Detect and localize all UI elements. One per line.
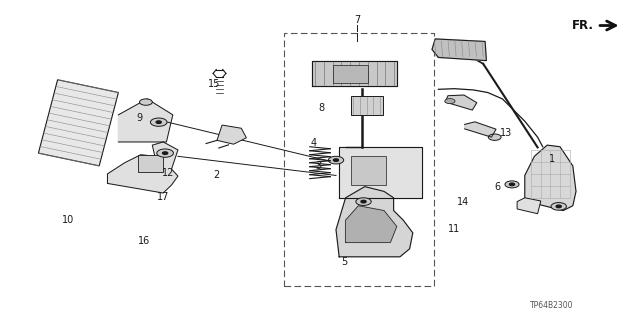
Circle shape [556, 205, 561, 208]
Polygon shape [217, 125, 246, 144]
Text: 17: 17 [157, 192, 170, 202]
Text: FR.: FR. [572, 19, 594, 32]
Polygon shape [465, 122, 496, 137]
Text: 5: 5 [341, 256, 348, 267]
Circle shape [157, 149, 173, 157]
Circle shape [445, 99, 455, 104]
Text: 4: 4 [310, 138, 317, 148]
Text: 15: 15 [208, 78, 221, 89]
Text: 2: 2 [213, 170, 220, 180]
Circle shape [150, 118, 167, 126]
Bar [351, 156, 386, 185]
Bar [333, 65, 368, 83]
Circle shape [361, 200, 366, 203]
Circle shape [333, 159, 339, 161]
Circle shape [509, 183, 515, 186]
Text: 10: 10 [62, 215, 75, 225]
Bar [284, 33, 434, 286]
Polygon shape [346, 206, 397, 242]
Polygon shape [118, 99, 173, 142]
Text: 11: 11 [448, 224, 461, 234]
Bar [138, 155, 163, 172]
Polygon shape [445, 95, 477, 110]
Text: 8: 8 [318, 102, 324, 113]
Text: TP64B2300: TP64B2300 [530, 301, 573, 310]
Polygon shape [108, 142, 178, 193]
Circle shape [488, 134, 501, 140]
Circle shape [328, 156, 344, 164]
Polygon shape [525, 145, 576, 211]
Circle shape [140, 99, 152, 105]
Text: 7: 7 [354, 15, 360, 25]
Polygon shape [38, 80, 118, 166]
Text: 6: 6 [495, 182, 501, 192]
Circle shape [163, 152, 168, 154]
Circle shape [505, 181, 519, 188]
Text: 13: 13 [499, 128, 512, 138]
Text: 1: 1 [548, 153, 555, 164]
Text: 16: 16 [138, 236, 150, 246]
Text: 3: 3 [315, 161, 321, 171]
Polygon shape [336, 187, 413, 257]
Polygon shape [339, 147, 422, 198]
Text: 14: 14 [456, 197, 469, 207]
Polygon shape [432, 39, 486, 61]
Circle shape [156, 121, 161, 123]
Text: 12: 12 [161, 168, 174, 178]
Text: 9: 9 [136, 113, 143, 123]
Bar [351, 96, 383, 115]
Circle shape [551, 203, 566, 210]
Circle shape [356, 198, 371, 205]
Polygon shape [517, 198, 541, 214]
Polygon shape [312, 61, 397, 86]
